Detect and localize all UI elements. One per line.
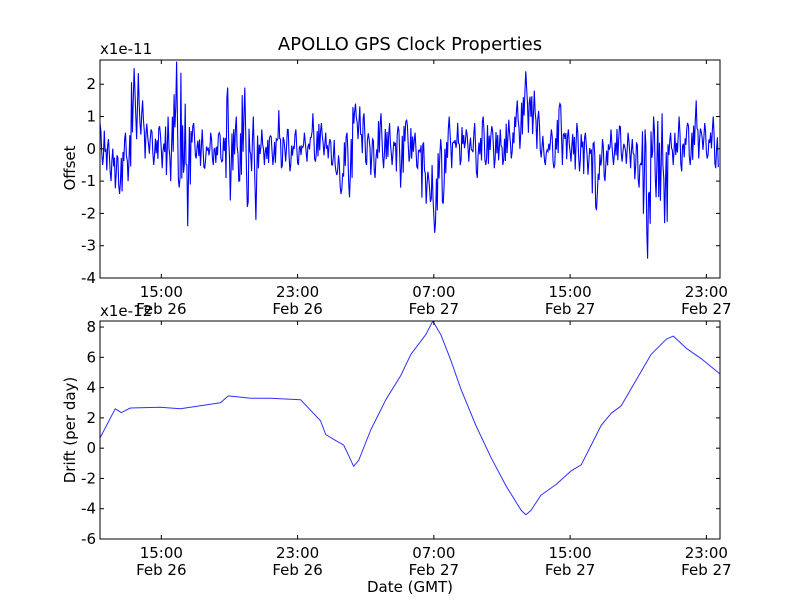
x-tick-label-time: 23:00 [276, 283, 319, 301]
axes-frame [99, 320, 721, 540]
x-tick-label-date: Feb 27 [409, 300, 459, 318]
y-tick-label: -2 [81, 204, 96, 222]
y-tick-label: -3 [81, 237, 96, 255]
y-tick-label: 0 [86, 439, 96, 457]
y-tick-label: -6 [81, 530, 96, 548]
x-tick-label-time: 15:00 [140, 544, 183, 562]
y-tick-label: -4 [81, 269, 96, 287]
drift-line [100, 321, 720, 516]
y-tick-label: -2 [81, 469, 96, 487]
axes-frame [99, 59, 721, 279]
x-tick-label-time: 07:00 [412, 544, 455, 562]
x-tick-label-date: Feb 26 [136, 561, 186, 579]
y-tick-label: -1 [81, 172, 96, 190]
y-tick-label: 4 [86, 379, 96, 397]
y-tick-label: 2 [86, 75, 96, 93]
x-tick-label-date: Feb 27 [681, 561, 731, 579]
offset-multiplier: x1e-11 [100, 40, 152, 58]
x-tick-label-date: Feb 27 [545, 561, 595, 579]
x-tick-label-time: 23:00 [685, 283, 728, 301]
x-tick-label-date: Feb 27 [681, 300, 731, 318]
y-tick-label: 8 [86, 318, 96, 336]
x-tick-label-date: Feb 27 [409, 561, 459, 579]
drift-xlabel: Date (GMT) [367, 578, 453, 596]
y-tick-label: 0 [86, 140, 96, 158]
drift-multiplier: x1e-12 [100, 302, 152, 320]
x-tick-label-date: Feb 26 [272, 561, 322, 579]
x-tick-label-date: Feb 26 [136, 300, 186, 318]
x-tick-label-time: 15:00 [548, 544, 591, 562]
drift-ylabel: Drift (per day) [61, 377, 79, 484]
x-tick-label-date: Feb 26 [272, 300, 322, 318]
y-tick-label: 2 [86, 409, 96, 427]
chart-title: APOLLO GPS Clock Properties [278, 34, 542, 55]
y-tick-label: 6 [86, 348, 96, 366]
offset-line [100, 61, 719, 259]
x-tick-label-time: 15:00 [548, 283, 591, 301]
x-tick-label-time: 23:00 [685, 544, 728, 562]
x-tick-label-time: 23:00 [276, 544, 319, 562]
y-tick-label: -4 [81, 500, 96, 518]
x-tick-label-time: 07:00 [412, 283, 455, 301]
x-tick-label-time: 15:00 [140, 283, 183, 301]
y-tick-label: 1 [86, 108, 96, 126]
offset-ylabel: Offset [61, 145, 79, 190]
x-tick-label-date: Feb 27 [545, 300, 595, 318]
